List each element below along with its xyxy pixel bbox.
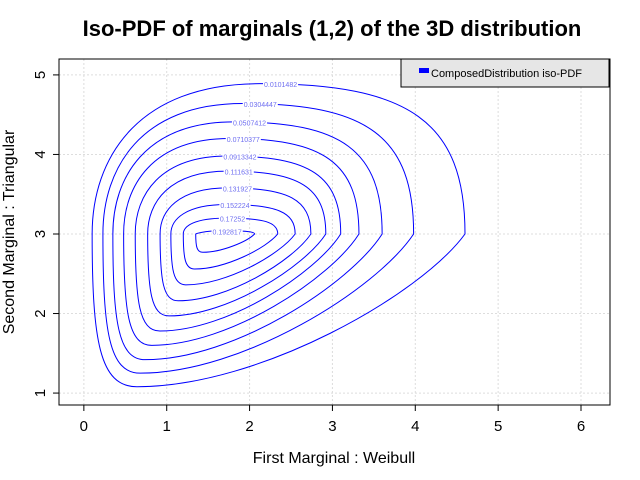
contour-line (123, 138, 360, 346)
plot-frame (58, 58, 611, 406)
x-tick-label: 4 (411, 418, 419, 435)
legend-entry: ComposedDistribution iso-PDF (431, 68, 582, 80)
contour-label-background (263, 80, 299, 89)
contour-label: 0.0913342 (223, 155, 256, 162)
contour-label-background (242, 100, 278, 109)
y-tick-label: 4 (32, 150, 49, 158)
contour-label: 0.111631 (225, 170, 253, 177)
contour-label: 0.152224 (220, 203, 249, 210)
contour-label-background (211, 227, 243, 236)
contour-line (159, 187, 312, 302)
legend-box (400, 58, 610, 88)
contour-line (134, 155, 342, 332)
contour-label: 0.0507412 (233, 120, 266, 127)
contour-label-background (222, 153, 258, 162)
contour-line (170, 204, 296, 286)
y-axis: 1 2 3 4 5 (32, 71, 59, 397)
contour-label-background (225, 135, 261, 144)
y-tick-label: 3 (32, 230, 49, 238)
contour-label-background (231, 118, 268, 127)
contour-label-background (223, 168, 254, 177)
y-axis-label: Second Marginal : Triangular (1, 129, 18, 334)
x-tick-label: 6 (577, 418, 585, 435)
contour-label-background (219, 201, 251, 210)
x-axis: 0 1 2 3 4 5 6 (80, 405, 585, 435)
legend-swatch (419, 68, 429, 73)
contour-label: 0.192817 (213, 229, 242, 236)
y-tick-label: 2 (32, 309, 49, 317)
contour-line (102, 103, 415, 374)
x-tick-label: 2 (245, 418, 253, 435)
chart-title: Iso-PDF of marginals (1,2) of the 3D dis… (83, 16, 582, 41)
contour-lines (91, 83, 466, 388)
y-tick-label: 1 (32, 389, 49, 397)
contour-label: 0.0304447 (244, 102, 277, 109)
contour-level-labels: 0.0101482 0.0304447 0.0507412 0.0710377 0.09… (211, 80, 299, 236)
contour-label: 0.17252 (220, 217, 245, 224)
legend: ComposedDistribution iso-PDF (400, 58, 610, 88)
contour-line (147, 170, 327, 317)
x-tick-label: 3 (328, 418, 336, 435)
grid (59, 59, 610, 405)
contour-label-background (221, 184, 254, 193)
contour-line (182, 217, 279, 270)
contour-label: 0.0710377 (227, 137, 260, 144)
contour-label: 0.131927 (223, 186, 252, 193)
contour-line (91, 83, 466, 388)
x-tick-label: 0 (80, 418, 88, 435)
contour-label-background (218, 215, 247, 224)
x-tick-label: 1 (163, 418, 171, 435)
x-axis-label: First Marginal : Weibull (253, 450, 415, 467)
contour-label: 0.0101482 (264, 82, 297, 89)
y-tick-label: 5 (32, 71, 49, 79)
contour-line (112, 121, 383, 361)
x-tick-label: 5 (494, 418, 502, 435)
